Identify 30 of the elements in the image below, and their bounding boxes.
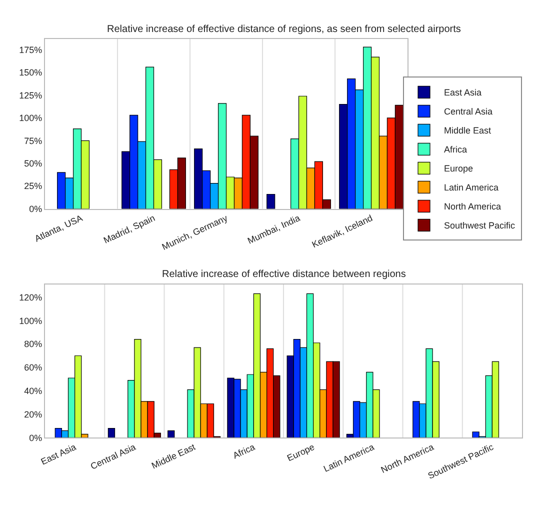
y-tick-label: 120%	[19, 292, 42, 302]
y-tick-label: 40%	[24, 386, 42, 396]
bar	[108, 428, 116, 438]
legend-label: Middle East	[444, 126, 492, 136]
y-tick-label: 50%	[24, 158, 42, 169]
y-tick-label: 175%	[19, 44, 42, 55]
legend-label: Latin America	[444, 182, 499, 193]
legend-label: Central Asia	[444, 106, 493, 117]
legend-label: North America	[444, 202, 502, 212]
x-tick-label: Middle East	[150, 442, 198, 471]
legend-label: East Asia	[444, 88, 482, 98]
y-tick-label: 80%	[24, 339, 42, 350]
chart-title: Relative increase of effective distance between regions	[162, 269, 406, 280]
chart-title: Relative increase of effective distance of regions, as seen from selected airports	[107, 24, 461, 35]
y-tick-label: 100%	[19, 316, 42, 326]
y-tick-label: 75%	[24, 136, 42, 146]
y-tick-label: 0%	[29, 432, 42, 443]
y-tick-label: 0%	[29, 204, 42, 214]
x-tick-label: East Asia	[39, 442, 78, 467]
x-tick-label: Africa	[231, 442, 256, 461]
y-tick-label: 20%	[24, 409, 42, 420]
y-tick-label: 150%	[19, 68, 42, 78]
legend-label: Africa	[444, 144, 468, 155]
y-tick-label: 125%	[19, 90, 42, 100]
bar	[266, 194, 276, 209]
bar	[168, 430, 175, 438]
y-tick-label: 100%	[19, 113, 42, 124]
y-tick-label: 60%	[24, 362, 42, 373]
legend-label: Europe	[444, 164, 474, 174]
y-tick-label: 25%	[24, 181, 42, 192]
